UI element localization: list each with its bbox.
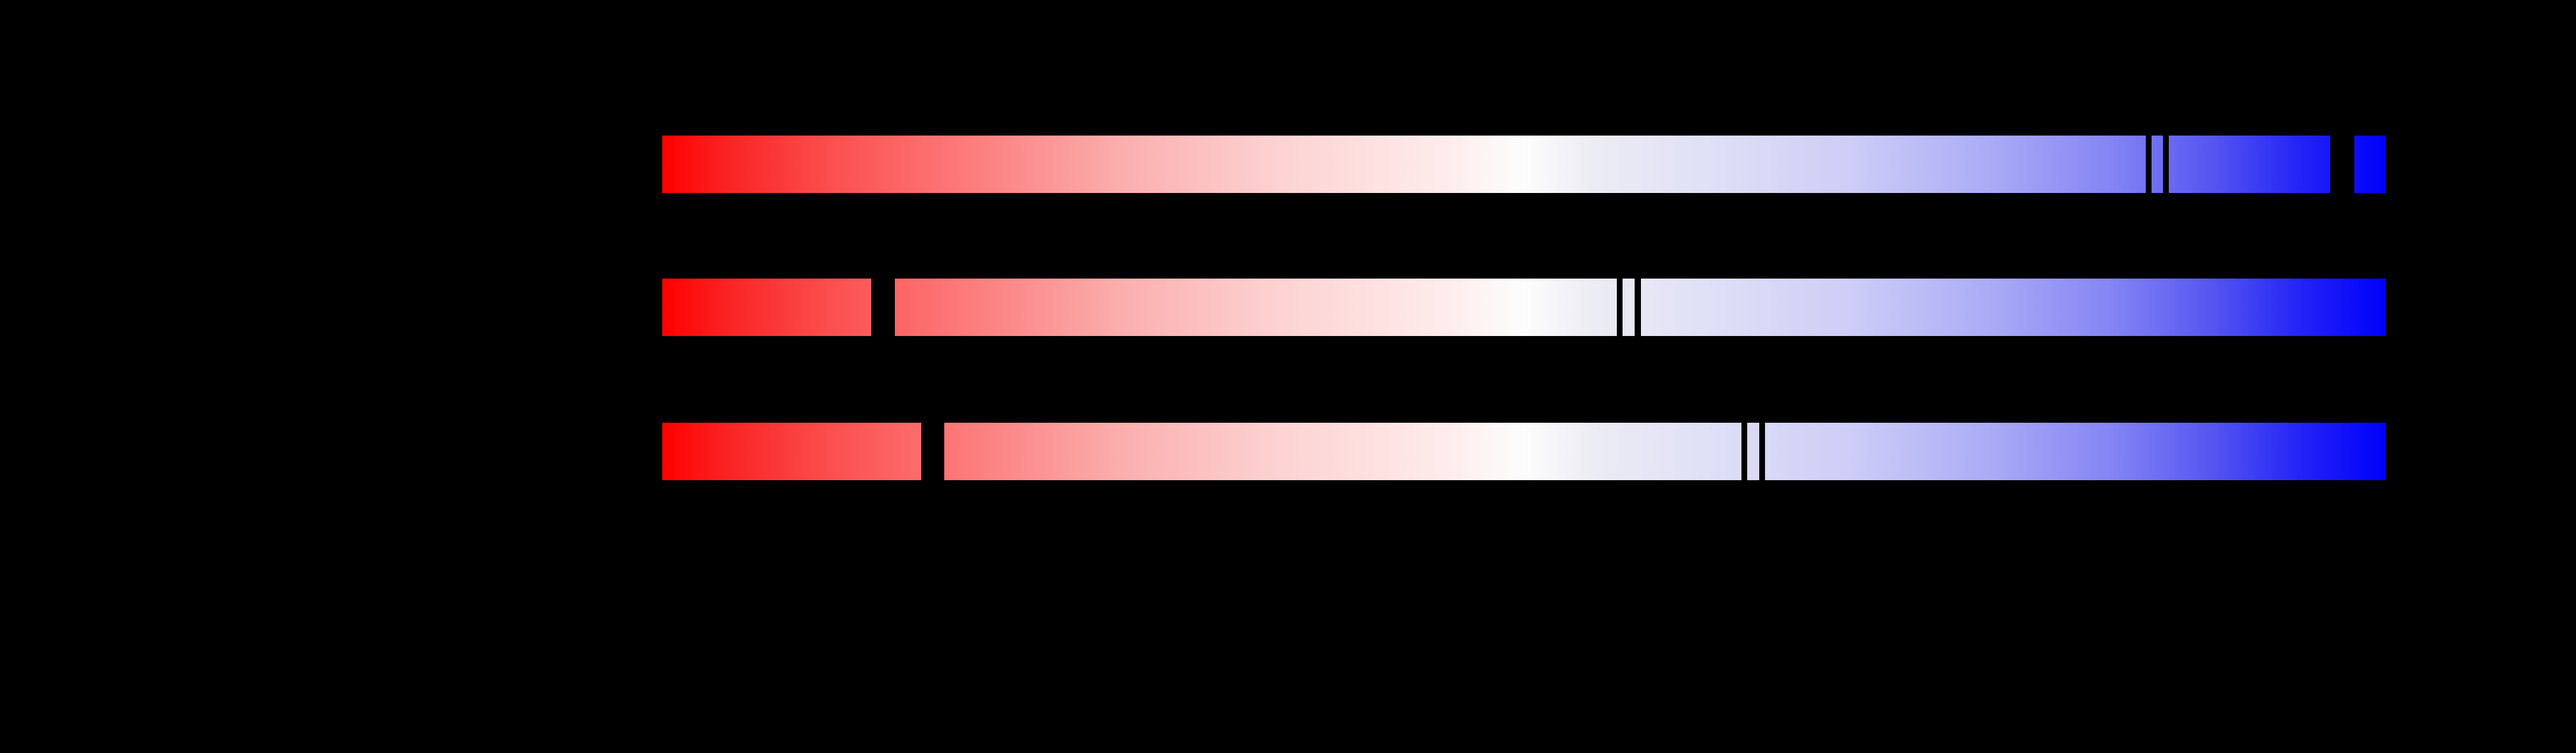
spectrum-strip-2 bbox=[662, 278, 2385, 337]
spectral-gap bbox=[1759, 422, 1765, 481]
spectrum-strip-1 bbox=[662, 135, 2385, 194]
spectral-gap bbox=[871, 278, 895, 337]
spectral-gap bbox=[1741, 422, 1748, 481]
spectrum-strip-3 bbox=[662, 422, 2385, 481]
spectral-gap bbox=[2330, 135, 2354, 194]
spectral-gap bbox=[1617, 278, 1623, 337]
spectral-gap bbox=[1634, 278, 1641, 337]
spectral-gap bbox=[2163, 135, 2169, 194]
spectral-gap bbox=[921, 422, 945, 481]
spectral-gap bbox=[2146, 135, 2152, 194]
